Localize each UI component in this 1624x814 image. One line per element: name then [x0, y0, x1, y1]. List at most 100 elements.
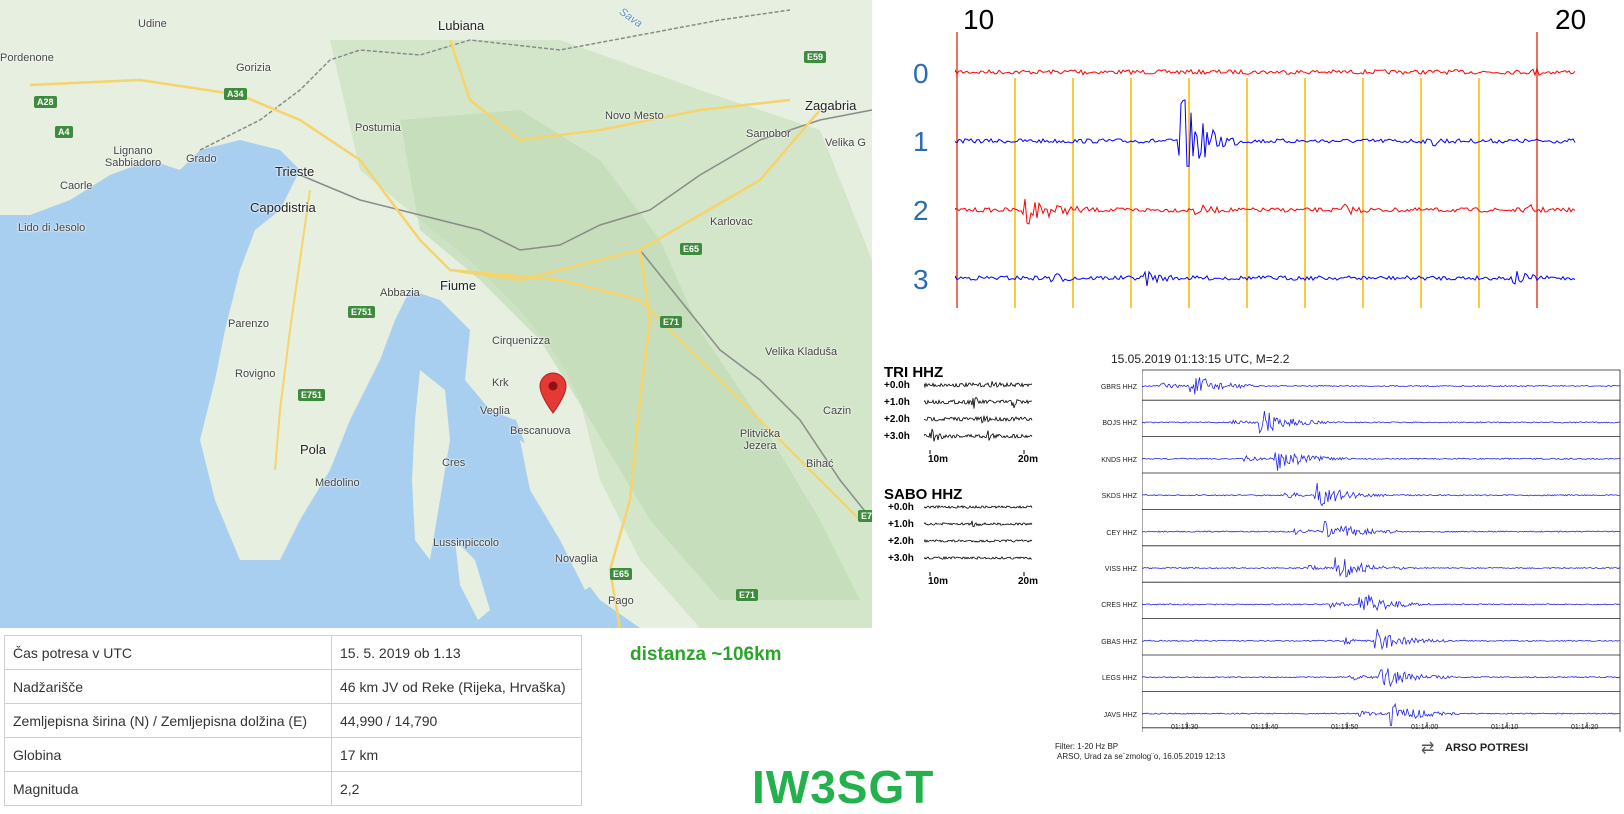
station-label: CRES HHZ [1101, 602, 1137, 610]
city-label: Cazin [823, 405, 852, 417]
station-label: SKDS HHZ [1101, 493, 1137, 501]
row-label: +2.0h [884, 414, 910, 425]
filter-note: Filter: 1-20 Hz BP [1055, 742, 1119, 751]
time-tick-label: 01:14:00 [1411, 724, 1439, 731]
helicorder-panel: 10 20 0 1 2 3 [895, 0, 1624, 330]
station-label: BOJS HHZ [1102, 420, 1137, 428]
trace-label: 3 [913, 264, 929, 295]
info-key: Nadžarišče [4, 669, 332, 704]
city-label: Velika Kladuša [765, 346, 838, 358]
earthquake-map[interactable]: Udine Pordenone Lubiana Gorizia Zagabria… [0, 0, 872, 628]
city-label: Bescanuova [510, 425, 571, 437]
road-shield: E65 [610, 568, 633, 580]
city-label: Plitvička Jezera [739, 428, 781, 452]
info-value: 17 km [331, 737, 582, 772]
city-label: Lignano Sabbiadoro [104, 145, 162, 169]
info-value: 15. 5. 2019 ob 1.13 [331, 635, 582, 670]
axis-label: 10m [928, 454, 949, 465]
city-label: Parenzo [228, 318, 269, 330]
city-label: Pola [300, 442, 327, 457]
road-shield: E751 [298, 389, 326, 401]
info-value: 2,2 [331, 771, 582, 806]
road-shield: E71 [858, 510, 872, 522]
info-key: Magnituda [4, 771, 332, 806]
time-tick-label: 01:14:10 [1491, 724, 1519, 731]
station-trace [1142, 452, 1620, 471]
station-trace [1142, 702, 1620, 726]
road-shield: A28 [34, 96, 57, 108]
city-label: Karlovac [710, 216, 753, 228]
time-label: 10 [963, 4, 995, 35]
city-label: Samobor [746, 128, 791, 140]
helicorder-trace [955, 66, 1576, 77]
trace-label: 2 [913, 195, 929, 226]
station-trace [1142, 482, 1620, 507]
station-trace [1142, 594, 1620, 612]
city-label: Bihać [806, 458, 834, 470]
info-key: Globina [4, 737, 332, 772]
station-label: KNDS HHZ [1101, 456, 1137, 464]
station-trace [1142, 668, 1620, 688]
road-shield: E71 [660, 316, 683, 328]
trace-label: 0 [913, 58, 929, 89]
info-value: 46 km JV od Reke (Rijeka, Hrvaška) [331, 669, 582, 704]
table-row: Magnituda 2,2 [4, 771, 582, 806]
axis-label: 20m [1018, 454, 1039, 465]
table-row: Čas potresa v UTC 15. 5. 2019 ob 1.13 [4, 635, 582, 670]
map-pin-icon[interactable] [538, 372, 568, 414]
city-label: Medolino [315, 477, 360, 489]
road-shield: E59 [804, 51, 827, 63]
axis-label: 10m [928, 576, 949, 587]
row-label: +2.0h [888, 536, 914, 547]
station-trace [1142, 520, 1620, 538]
info-key: Čas potresa v UTC [4, 635, 332, 670]
road-shield: E71 [736, 589, 759, 601]
station-label: JAVS HHZ [1103, 711, 1137, 719]
city-label: Trieste [275, 164, 315, 179]
station-label: GBRS HHZ [1100, 384, 1137, 391]
panel-trace [924, 415, 1033, 424]
station-label: VISS HHZ [1104, 566, 1137, 573]
station-label: GBAS HHZ [1101, 638, 1137, 646]
city-label: Grado [186, 153, 217, 165]
city-label: Zagabria [805, 98, 857, 113]
tri-plot [924, 381, 1033, 454]
panel-trace [924, 396, 1033, 409]
axis-label: 20m [1018, 576, 1039, 587]
trace-label: 1 [913, 126, 929, 157]
city-label: Cirquenizza [492, 335, 551, 347]
row-label: +0.0h [884, 380, 910, 391]
panel-trace [924, 428, 1033, 442]
city-label: Krk [492, 377, 509, 389]
city-label: Caorle [60, 180, 93, 192]
sabo-plot [924, 505, 1033, 576]
helicorder-trace [955, 270, 1576, 287]
city-label: Udine [138, 18, 167, 30]
time-tick-label: 01:13:40 [1251, 724, 1279, 731]
earthquake-info-table: Čas potresa v UTC 15. 5. 2019 ob 1.13 Nad… [4, 635, 582, 806]
time-tick-label: 01:14:20 [1571, 724, 1599, 731]
time-tick-label: 01:13:50 [1331, 724, 1359, 731]
credit-note: ARSO, Urad za se¨zmolog¨o, 16.05.2019 12… [1057, 752, 1226, 761]
record-section: 15.05.2019 01:13:15 UTC, M=2.2 GBRS HHZ B… [1055, 352, 1624, 802]
city-label: Novaglia [555, 553, 598, 565]
station-label: CEY HHZ [1106, 529, 1137, 537]
city-label: Veglia [480, 405, 510, 417]
time-tick-label: 01:13:30 [1171, 724, 1199, 731]
row-label: +1.0h [884, 397, 910, 408]
map-terrain [0, 0, 872, 628]
table-row: Globina 17 km [4, 737, 582, 772]
road-shield: A34 [224, 88, 247, 100]
panel-title: SABO HHZ [884, 486, 963, 503]
city-label: Abbazia [380, 287, 420, 299]
sabo-panel: SABO HHZ +0.0h +1.0h +2.0h +3.0h 10m 20m [880, 486, 1040, 606]
row-label: +3.0h [884, 431, 910, 442]
helicorder-trace [955, 99, 1576, 167]
tri-panel: TRI HHZ +0.0h +1.0h +2.0h +3.0h 10m 20m [880, 364, 1040, 484]
city-label: Postumia [355, 122, 401, 134]
city-label: Velika G [825, 137, 866, 149]
city-label: Lido di Jesolo [18, 222, 86, 234]
section-header: 15.05.2019 01:13:15 UTC, M=2.2 [1111, 352, 1290, 366]
info-value: 44,990 / 14,790 [331, 703, 582, 738]
info-key: Zemljepisna širina (N) / Zemljepisna dol… [4, 703, 332, 738]
